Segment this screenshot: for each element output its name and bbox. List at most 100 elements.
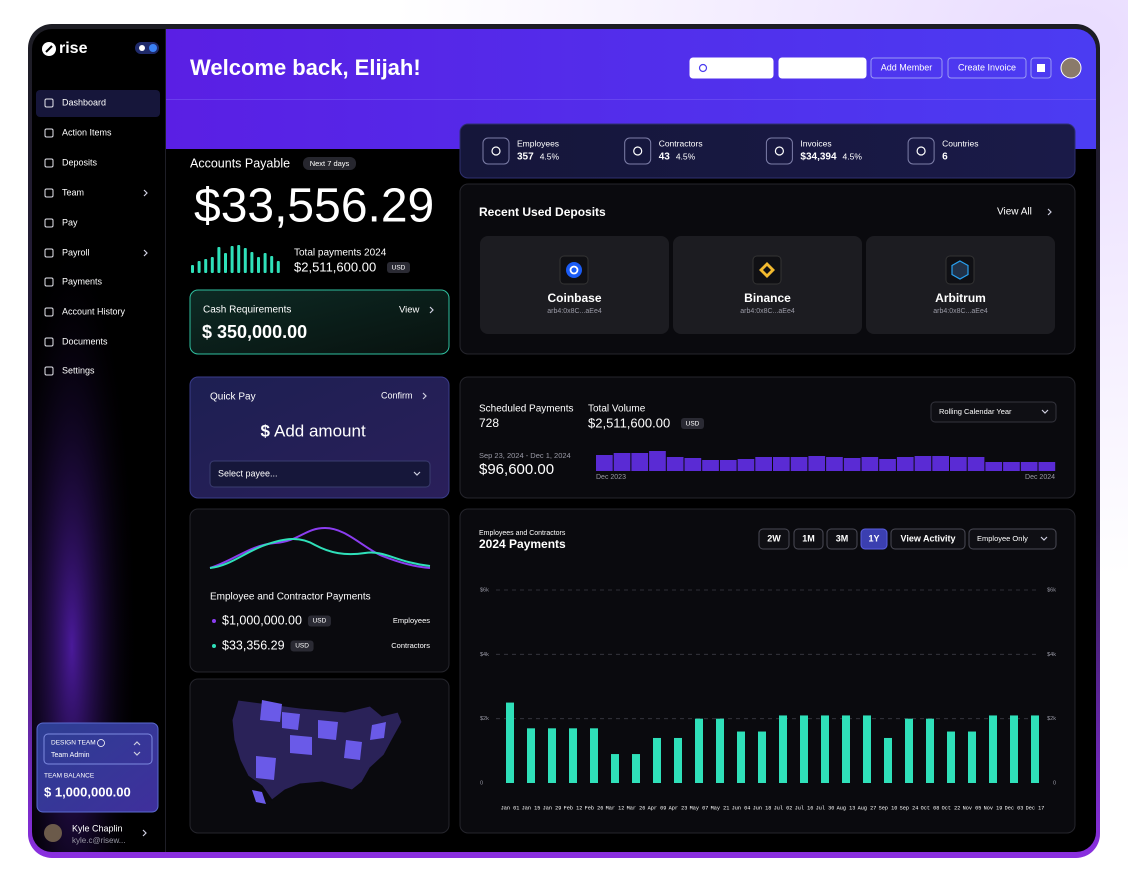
scheduled-bar: [914, 456, 932, 471]
stat-label: Employees: [517, 138, 559, 148]
sparkline-bar: [257, 257, 260, 273]
sparkline-bar: [237, 245, 241, 273]
nav-item[interactable]: Settings: [62, 365, 95, 375]
range-button[interactable]: [758, 528, 790, 550]
header-button-label: Transfer Balance: [788, 62, 856, 72]
nav-item[interactable]: Pay: [62, 217, 78, 227]
bar: [863, 715, 871, 783]
chart-controls: 2W 1M 3M 1Y View Activity Employee Only: [758, 528, 1057, 550]
payee-select[interactable]: [209, 460, 431, 488]
bar: [569, 728, 577, 783]
nav-icon: [44, 188, 54, 198]
filter-chevron: [1040, 536, 1048, 541]
range-button[interactable]: [860, 528, 888, 550]
deposit-tile[interactable]: [673, 236, 862, 334]
cash-amount: $ 350,000.00: [202, 322, 307, 342]
deposit-tile[interactable]: [480, 236, 669, 334]
scheduled-bar: [879, 459, 896, 471]
nav-item[interactable]: Team: [62, 187, 84, 197]
header-buttons: What's New Transfer Balance Add Member Crea…: [689, 57, 1027, 79]
scheduled-bar: [1003, 462, 1020, 471]
amount-input[interactable]: Add amount: [274, 421, 366, 440]
scheduled-bar: [596, 455, 613, 471]
stat-label: Countries: [942, 138, 978, 148]
scheduled-bars: [596, 451, 1056, 471]
sparkline-bar: [270, 256, 274, 273]
user-chevron: [142, 829, 147, 837]
scheduled-bar: [967, 457, 985, 471]
stat-icon: [907, 137, 935, 165]
deposit-tile[interactable]: [866, 236, 1055, 334]
scheduled-bar: [1038, 462, 1056, 471]
nav-item[interactable]: Deposits: [62, 157, 98, 167]
bar: [548, 728, 556, 783]
deposits-action[interactable]: View All: [997, 207, 1032, 218]
header-button-label: Add Member: [881, 62, 933, 72]
team-name: DESIGN TEAM: [51, 740, 96, 747]
sparkline-bar: [197, 261, 201, 273]
ap-badge-bg: [303, 157, 356, 170]
deposit-items: Coinbase arb4:0x8C...aEe4 Binance arb4:0x8C…: [547, 291, 988, 315]
bar: [1031, 715, 1039, 783]
header-button[interactable]: [870, 57, 943, 79]
contractor-curve: [209, 538, 431, 569]
nav-item[interactable]: Account History: [62, 306, 126, 316]
ap-title: Accounts Payable: [190, 156, 290, 170]
profile-avatar[interactable]: [1060, 57, 1082, 79]
scheduled-bar: [666, 457, 684, 471]
stat-change: 4.5%: [843, 151, 863, 161]
team-balance: $ 1,000,000.00: [44, 784, 131, 799]
ap-total: $2,511,600.00: [294, 259, 376, 274]
bar: [590, 728, 598, 783]
cash-action[interactable]: View: [399, 305, 420, 316]
range-button[interactable]: [793, 528, 824, 550]
period-select[interactable]: [930, 401, 1057, 423]
bar: [779, 715, 787, 783]
icon-button[interactable]: [1030, 57, 1052, 79]
filter-select[interactable]: [968, 528, 1057, 550]
cash-card[interactable]: [189, 289, 450, 355]
nav-item[interactable]: Payments: [62, 276, 103, 286]
chart-button[interactable]: [890, 528, 966, 550]
nav-item[interactable]: Dashboard: [62, 97, 106, 107]
sparkline-bar: [263, 253, 267, 273]
team-select[interactable]: [43, 733, 153, 765]
x-tick-label: Mar 12: [606, 805, 625, 811]
volume-currency-bg: [681, 418, 704, 429]
toggle-sun: [139, 45, 145, 51]
bar: [842, 715, 850, 783]
nav-item[interactable]: Action Items: [62, 127, 112, 137]
header-button[interactable]: [689, 57, 774, 79]
x-tick-label: Feb 12: [564, 805, 583, 811]
bar: [527, 728, 535, 783]
bar: [737, 731, 745, 783]
pin-icon: [698, 63, 708, 73]
stat-label: Invoices: [800, 138, 831, 148]
ap-amount: $33,556.29: [194, 180, 434, 233]
binance-icon-bg: [752, 255, 782, 285]
legend-dot: [212, 619, 216, 623]
deposits-chevron: [1047, 208, 1052, 216]
bar: [968, 731, 976, 783]
quick-pay-action[interactable]: Confirm: [381, 390, 413, 400]
bar: [695, 718, 703, 783]
nav-icon: [44, 218, 54, 228]
nav-item[interactable]: Documents: [62, 336, 108, 346]
team-card[interactable]: [36, 722, 159, 813]
ap-currency-bg: [387, 262, 410, 273]
range-button[interactable]: [826, 528, 858, 550]
nav-item[interactable]: Payroll: [62, 247, 90, 257]
user-avatar[interactable]: [44, 824, 62, 842]
sparkline-bar: [250, 252, 254, 273]
sparkline-bar: [217, 247, 221, 273]
payments-chart-card: [459, 508, 1076, 834]
bar: [632, 754, 640, 783]
scheduled-count: 728: [479, 416, 499, 430]
user-email: kyle.c@risew...: [72, 836, 125, 845]
header-button[interactable]: [778, 57, 867, 79]
header-button[interactable]: [947, 57, 1027, 79]
nav: Dashboard Action Items Deposits Team Pay Payr…: [44, 97, 148, 376]
x-tick-label: Sep 24: [900, 805, 919, 811]
nav-icon: [44, 307, 54, 317]
